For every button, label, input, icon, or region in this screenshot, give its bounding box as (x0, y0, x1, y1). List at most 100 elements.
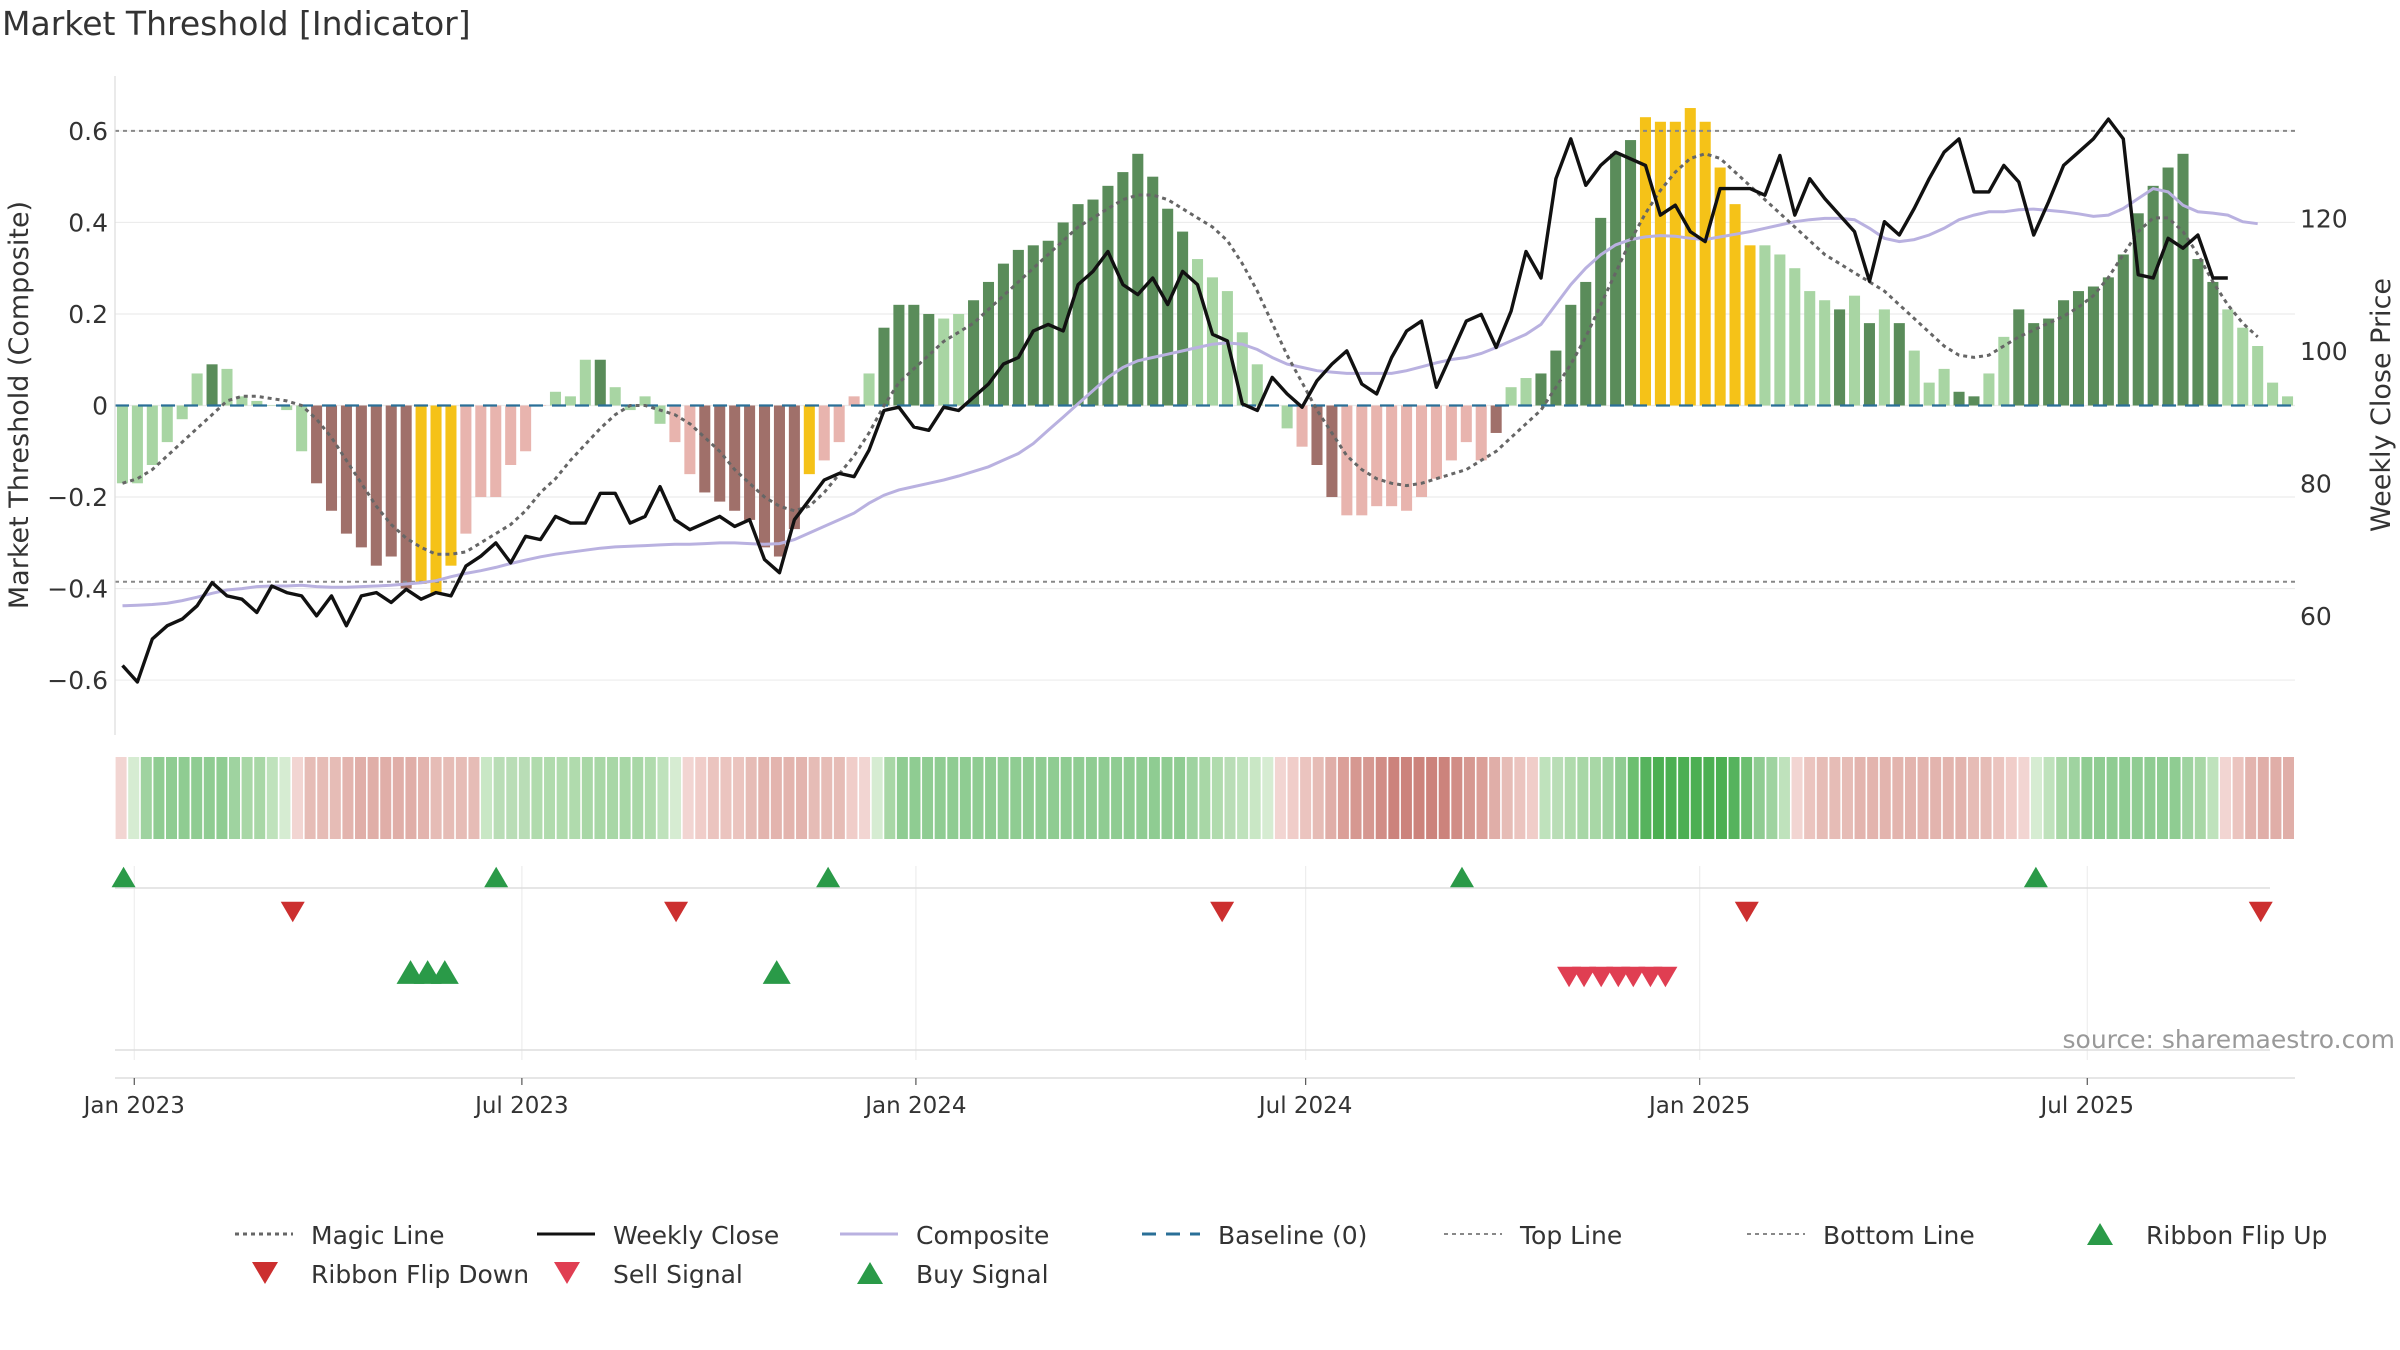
composite-bar (1923, 382, 1935, 406)
y-tick-label: 0 (92, 392, 108, 421)
composite-bar (1206, 277, 1218, 406)
composite-bar (2058, 300, 2070, 406)
ribbon-cell (2182, 757, 2194, 839)
composite-bar (684, 405, 696, 475)
composite-bar (1610, 153, 1622, 406)
ribbon-cell (1753, 757, 1765, 839)
ribbon-cell (506, 757, 518, 839)
ribbon-cell (1778, 757, 1790, 839)
ribbon-flip-down-marker (664, 901, 689, 923)
composite-bar (833, 405, 845, 443)
composite-bar (430, 405, 442, 594)
composite-bar (1386, 405, 1398, 507)
y2-tick-label: 120 (2300, 204, 2348, 233)
ribbon-cell (1111, 757, 1123, 839)
composite-bar (296, 405, 308, 452)
composite-bar (714, 405, 726, 502)
ribbon-flip-down-marker (2248, 901, 2273, 923)
legend-label: Ribbon Flip Down (311, 1260, 529, 1289)
ribbon-cell (1766, 757, 1778, 839)
ribbon-cell (1451, 757, 1463, 839)
ribbon-cell (1136, 757, 1148, 839)
composite-bar (2252, 346, 2264, 406)
composite-bar (1550, 350, 1562, 406)
ribbon-cell (997, 757, 1009, 839)
ribbon-cell (985, 757, 997, 839)
ribbon-cell (1501, 757, 1513, 839)
composite-bar (1639, 117, 1652, 406)
ribbon-cell (1741, 757, 1753, 839)
sell-signal-marker (1621, 966, 1646, 988)
ribbon-cell (1262, 757, 1274, 839)
composite-bar (490, 405, 502, 498)
ribbon-cell (292, 757, 304, 839)
composite-bar (923, 313, 935, 406)
x-tick-label: Jul 2025 (2038, 1093, 2134, 1119)
ribbon-cell (1665, 757, 1677, 839)
composite-line (122, 186, 2258, 608)
composite-bar (803, 405, 815, 475)
ribbon-cell (745, 757, 757, 839)
ribbon-cell (1892, 757, 1904, 839)
legend-label: Composite (916, 1221, 1049, 1250)
ribbon-cell (1602, 757, 1614, 839)
composite-bar (236, 396, 248, 406)
ribbon-cell (1022, 757, 1034, 839)
composite-bar (744, 405, 756, 520)
y-tick-label: 0.4 (68, 208, 108, 237)
composite-bar (131, 405, 143, 484)
ribbon-flip-up-marker (816, 866, 841, 888)
ribbon-cell (1829, 757, 1841, 839)
ribbon-cell (682, 757, 694, 839)
composite-bar (1475, 405, 1487, 461)
ribbon-cell (922, 757, 934, 839)
ribbon-cell (1615, 757, 1627, 839)
composite-bar (2087, 286, 2099, 406)
ribbon-cell (241, 757, 253, 839)
ribbon-cell (544, 757, 556, 839)
composite-bar (251, 400, 263, 406)
ribbon-cell (1085, 757, 1097, 839)
ribbon-cell (947, 757, 959, 839)
composite-bar (938, 318, 950, 406)
composite-bar (206, 364, 218, 406)
ribbon-cell (1388, 757, 1400, 839)
composite-bar (1281, 405, 1293, 429)
legend-item: Bottom Line (1747, 1221, 1975, 1250)
ribbon-cell (355, 757, 367, 839)
ribbon-cell (1627, 757, 1639, 839)
ribbon-cell (972, 757, 984, 839)
ribbon-cell (481, 757, 493, 839)
composite-bar (1311, 405, 1323, 465)
ribbon-cell (770, 757, 782, 839)
composite-bar (221, 368, 233, 406)
composite-bar (340, 405, 352, 534)
composite-bar (2222, 309, 2234, 406)
composite-bar (878, 327, 890, 406)
ribbon-cell (833, 757, 845, 839)
composite-bar (1341, 405, 1353, 516)
ribbon-cell (1098, 757, 1110, 839)
composite-bar (2192, 259, 2204, 406)
y-tick-label: −0.2 (47, 483, 108, 512)
ribbon-cell (216, 757, 228, 839)
ribbon-cell (1526, 757, 1538, 839)
ribbon-cell (1073, 757, 1085, 839)
ribbon-cell (2068, 757, 2080, 839)
ribbon-cell (1426, 757, 1438, 839)
composite-bar (385, 405, 397, 557)
composite-bar (161, 405, 173, 443)
ribbon-cell (1476, 757, 1488, 839)
ribbon-cell (569, 757, 581, 839)
x-tick-label: Jul 2024 (1257, 1093, 1353, 1119)
ribbon-cell (619, 757, 631, 839)
ribbon-cell (1174, 757, 1186, 839)
composite-bar (1505, 387, 1517, 406)
ribbon-cell (518, 757, 530, 839)
buy-signal-marker (430, 960, 459, 984)
composite-bar (1401, 405, 1413, 511)
composite-bar (773, 405, 785, 557)
ribbon-cell (2257, 757, 2269, 839)
composite-bar (146, 405, 158, 465)
composite-bar (1087, 199, 1099, 406)
